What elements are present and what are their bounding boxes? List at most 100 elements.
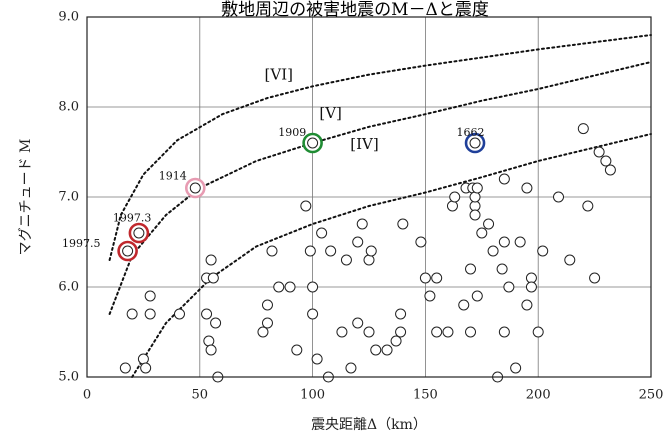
y-tick-label: 9.0	[58, 10, 79, 25]
data-point	[144, 308, 156, 320]
data-point	[119, 362, 131, 374]
curve-label: [VI]	[265, 66, 293, 84]
data-point	[284, 281, 296, 293]
data-point	[483, 218, 495, 230]
data-point	[304, 245, 316, 257]
plot-frame	[86, 16, 652, 378]
data-point	[137, 353, 149, 365]
highlight-point	[122, 245, 134, 257]
data-point	[471, 182, 483, 194]
data-point	[352, 317, 364, 329]
data-point	[496, 263, 508, 275]
highlight-label: 1997.3	[113, 212, 152, 225]
data-point	[582, 200, 594, 212]
highlight-label: 1909	[278, 126, 306, 139]
curve-label: [V]	[319, 104, 342, 122]
data-point	[469, 209, 481, 221]
y-tick-label: 8.0	[58, 100, 79, 115]
highlight-label: 1914	[159, 169, 187, 182]
data-point	[370, 344, 382, 356]
data-point	[291, 344, 303, 356]
data-point	[173, 308, 185, 320]
y-axis-title: マグニチュード M	[18, 139, 34, 256]
data-point	[604, 164, 616, 176]
data-point	[446, 200, 458, 212]
highlight-ring	[464, 132, 486, 154]
data-point	[589, 272, 601, 284]
data-point	[300, 200, 312, 212]
data-point	[498, 173, 510, 185]
x-axis-title: 震央距離Δ（km）	[311, 416, 427, 433]
highlight-ring	[302, 132, 323, 154]
highlight-label: 1997.5	[62, 237, 101, 250]
data-point	[144, 290, 156, 302]
data-point	[336, 326, 348, 338]
highlighted-points: 1997.5 1997.3 1914 1909 1662	[62, 126, 486, 262]
data-point	[471, 290, 483, 302]
curves: [VI] [V] [IV]	[108, 34, 652, 378]
data-point	[564, 254, 576, 266]
data-point	[307, 281, 319, 293]
data-point	[395, 308, 407, 320]
data-point	[476, 227, 488, 239]
chart-title: 敷地周辺の被害地震のM－Δと震度	[221, 0, 489, 20]
data-point	[205, 254, 217, 266]
data-point	[465, 326, 477, 338]
data-point	[273, 281, 285, 293]
data-point	[419, 272, 431, 284]
y-tick-label: 7.0	[58, 190, 79, 205]
data-point	[465, 263, 477, 275]
data-point	[498, 236, 510, 248]
data-point	[458, 299, 470, 311]
highlight-ring	[117, 240, 138, 262]
data-point	[431, 272, 443, 284]
data-point	[600, 155, 612, 167]
data-point	[498, 326, 510, 338]
data-point	[325, 245, 337, 257]
data-point	[210, 317, 222, 329]
data-point	[424, 290, 436, 302]
data-point	[415, 236, 427, 248]
data-point	[356, 218, 368, 230]
data-point	[363, 326, 375, 338]
highlight-label: 1662	[457, 126, 485, 139]
data-point	[203, 335, 215, 347]
x-tick-label: 50	[192, 388, 209, 403]
data-point	[261, 317, 273, 329]
data-point	[553, 191, 565, 203]
data-point	[537, 245, 549, 257]
x-tick-label: 0	[83, 388, 91, 403]
data-points	[119, 123, 616, 383]
y-tick-label: 5.0	[58, 370, 79, 385]
data-point	[503, 281, 515, 293]
data-point	[363, 254, 375, 266]
data-point	[532, 326, 544, 338]
y-tick-label: 6.0	[58, 280, 79, 295]
data-point	[431, 326, 443, 338]
grid	[87, 17, 651, 377]
data-point	[395, 326, 407, 338]
data-point	[521, 299, 533, 311]
x-tick-labels: 0 50 100 150 200 250	[83, 388, 664, 403]
highlight-point	[469, 137, 481, 149]
data-point	[311, 353, 323, 365]
data-point	[577, 123, 589, 135]
data-point	[261, 299, 273, 311]
data-point	[397, 218, 409, 230]
intensity-curve	[108, 61, 652, 315]
data-point	[340, 254, 352, 266]
data-point	[514, 236, 526, 248]
data-point	[521, 182, 533, 194]
highlight-ring	[184, 177, 206, 199]
data-point	[266, 245, 278, 257]
data-point	[345, 362, 357, 374]
data-point	[525, 281, 537, 293]
highlight-point	[307, 137, 319, 149]
intensity-curve	[131, 133, 652, 378]
data-point	[307, 308, 319, 320]
data-point	[257, 326, 269, 338]
data-point	[593, 146, 605, 158]
x-tick-label: 200	[526, 388, 551, 403]
data-point	[469, 191, 481, 203]
